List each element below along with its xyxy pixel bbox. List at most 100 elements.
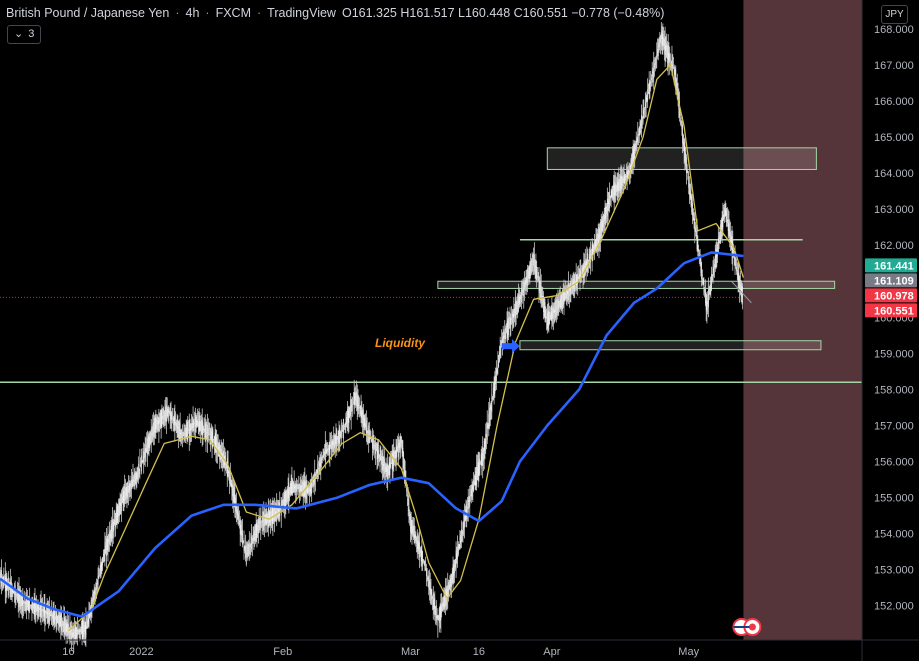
price-bar-body: [477, 462, 479, 481]
price-bar-body: [541, 296, 543, 299]
price-bar-body: [737, 272, 739, 282]
price-bar-body: [557, 299, 559, 314]
price-bar-body: [552, 308, 553, 320]
price-bar-body: [643, 110, 645, 114]
price-bar-body: [662, 34, 664, 46]
price-bar-body: [30, 605, 31, 606]
price-bar-body: [426, 568, 427, 577]
price-bar-body: [86, 626, 88, 629]
price-bar-body: [451, 574, 452, 587]
price-bar-body: [425, 568, 427, 570]
price-bar-body: [664, 39, 665, 49]
price-bar-body: [383, 463, 385, 466]
price-bar-body: [99, 565, 101, 577]
price-bar-body: [562, 291, 564, 307]
price-bar-body: [108, 538, 110, 543]
price-bar-body: [27, 597, 29, 611]
price-bar-body: [134, 473, 136, 484]
price-bar-body: [372, 435, 373, 449]
price-bar-body: [167, 406, 169, 417]
currency-button[interactable]: JPY: [881, 5, 908, 24]
price-bar-body: [277, 507, 278, 518]
price-bar-body: [739, 275, 740, 293]
price-bar-body: [576, 274, 578, 286]
price-bar-body: [137, 463, 139, 480]
price-bar-body: [613, 184, 614, 200]
price-badge: [865, 258, 917, 273]
interval-label[interactable]: 4h: [185, 6, 200, 20]
price-bar-body: [359, 405, 361, 415]
price-bar-body: [385, 463, 386, 472]
price-bar-body: [174, 414, 176, 431]
price-bar-body: [475, 471, 477, 486]
symbol-name[interactable]: British Pound / Japanese Yen: [6, 6, 170, 20]
price-bar-body: [419, 541, 420, 558]
price-bar-body: [520, 294, 522, 300]
price-bar-body: [657, 42, 659, 56]
price-bar-body: [67, 622, 69, 636]
price-bar-body: [521, 290, 523, 295]
price-bar-body: [721, 220, 722, 239]
price-bar-body: [627, 170, 629, 179]
price-bar-body: [632, 152, 633, 169]
price-bar-body: [597, 234, 599, 244]
price-bar-body: [423, 559, 424, 562]
price-bar-body: [397, 446, 398, 452]
price-bar-body: [554, 308, 556, 313]
price-bar-body: [216, 436, 217, 453]
price-bar-body: [308, 487, 309, 493]
price-bar-body: [568, 282, 569, 301]
price-bar-body: [711, 277, 713, 279]
price-bar-body: [674, 69, 676, 76]
price-bar-body: [229, 474, 231, 485]
price-bar-body: [200, 421, 202, 431]
price-bar-body: [310, 483, 312, 494]
price-bar-body: [17, 592, 19, 602]
price-bar-body: [469, 488, 471, 507]
indicators-toggle-button[interactable]: ⌄ 3: [7, 25, 42, 44]
price-bar-body: [529, 262, 531, 279]
price-bar-body: [276, 503, 278, 523]
price-bar-body: [290, 482, 292, 494]
price-bar-body: [424, 561, 426, 570]
price-bar-body: [472, 485, 474, 491]
price-bar-body: [316, 470, 318, 475]
price-bar-body: [703, 279, 705, 293]
price-bar-body: [650, 81, 652, 84]
price-bar-body: [442, 602, 443, 612]
price-bar-body: [324, 442, 326, 463]
price-bar-body: [393, 450, 395, 466]
price-bar-body: [483, 441, 485, 459]
price-bar-body: [385, 466, 387, 472]
price-bar-body: [598, 227, 600, 246]
price-bar-body: [574, 274, 576, 292]
price-bar-body: [498, 354, 500, 368]
price-bar-body: [575, 280, 576, 284]
price-bar-body: [139, 460, 141, 475]
price-bar-body: [354, 392, 356, 405]
price-bar-body: [618, 178, 620, 193]
price-bar-body: [702, 275, 703, 277]
price-bar-body: [22, 592, 24, 612]
price-bar-body: [136, 472, 138, 480]
price-bar-body: [350, 399, 352, 418]
price-bar-body: [172, 417, 173, 419]
price-bar-body: [603, 215, 605, 222]
price-bar-body: [210, 427, 211, 445]
y-tick-label: 157.000: [874, 420, 914, 432]
price-bar-body: [729, 229, 731, 237]
price-bar-body: [565, 290, 567, 299]
price-bar-body: [435, 605, 437, 623]
price-badge-label: 160.978: [874, 290, 914, 302]
price-bar-body: [633, 144, 635, 163]
price-bar-body: [596, 234, 598, 252]
price-bar-body: [443, 596, 445, 609]
price-bar-body: [234, 494, 236, 509]
price-bar-body: [476, 466, 477, 486]
price-bar-body: [418, 542, 420, 552]
price-bar-body: [646, 97, 648, 101]
price-bar-body: [155, 416, 157, 433]
price-bar-body: [550, 311, 552, 320]
